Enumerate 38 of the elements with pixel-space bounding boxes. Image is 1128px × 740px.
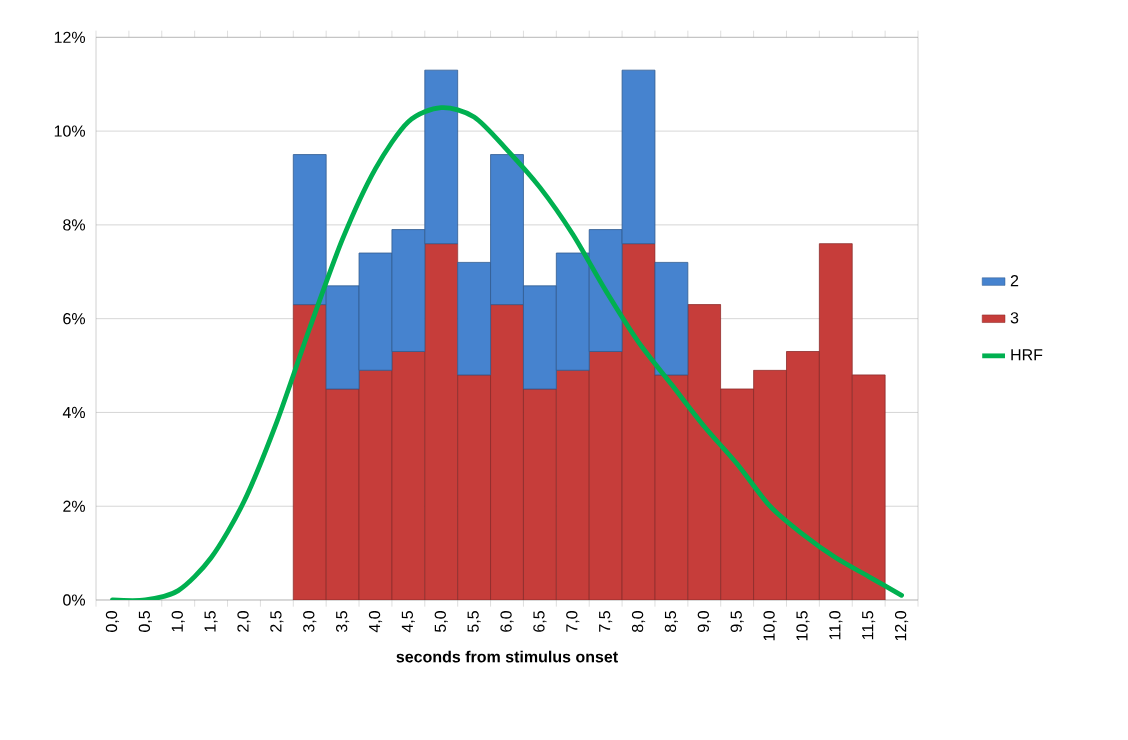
x-tick-label: 6,5 — [533, 611, 547, 632]
x-tick-label: 11,0 — [829, 611, 843, 640]
x-tick-label: 5,0 — [434, 611, 448, 632]
bar — [654, 262, 689, 376]
x-axis-title: seconds from stimulus onset — [396, 650, 618, 663]
x-tick-label: 12,0 — [894, 611, 909, 641]
x-tick-label: 5,5 — [467, 611, 481, 632]
x-tick-label: 8,5 — [664, 611, 679, 632]
x-tick-label: 9,0 — [697, 611, 711, 632]
x-tick-label: 0,0 — [105, 611, 120, 633]
x-tick-label: 7,0 — [566, 611, 580, 632]
y-tick-label: 2% — [63, 500, 86, 512]
y-tick-label: 10% — [54, 125, 86, 137]
x-tick-label: 11,5 — [862, 611, 876, 640]
x-tick-label: 0,5 — [138, 611, 152, 633]
x-tick-label: 4,5 — [401, 611, 415, 633]
y-tick-label: 0% — [63, 594, 86, 606]
line-series — [110, 105, 904, 600]
x-tick-label: 1,5 — [204, 611, 218, 632]
x-tick-label: 9,5 — [730, 611, 744, 632]
x-tick-label: 6,0 — [500, 611, 514, 632]
x-tick-label: 10,5 — [796, 611, 810, 641]
y-tick-label: 8% — [63, 219, 86, 231]
x-tick-label: 10,0 — [763, 611, 777, 641]
y-tick-label: 4% — [62, 406, 86, 419]
x-tick-label: 3,0 — [303, 611, 317, 633]
x-tick-label: 2,5 — [270, 611, 284, 632]
x-tick-label: 1,0 — [171, 611, 185, 632]
legend-label: 2 — [1010, 275, 1019, 287]
x-tick-label: 4,0 — [368, 611, 383, 633]
legend-label: HRF — [1011, 349, 1043, 361]
legend-label: 3 — [1010, 312, 1019, 324]
x-tick-label: 3,5 — [336, 611, 350, 633]
x-tick-label: 7,5 — [599, 611, 613, 632]
x-tick-label: 2,0 — [237, 611, 251, 632]
x-tick-label: 8,0 — [631, 611, 646, 632]
y-tick-label: 6% — [63, 313, 86, 325]
y-tick-label: 12% — [54, 31, 86, 43]
